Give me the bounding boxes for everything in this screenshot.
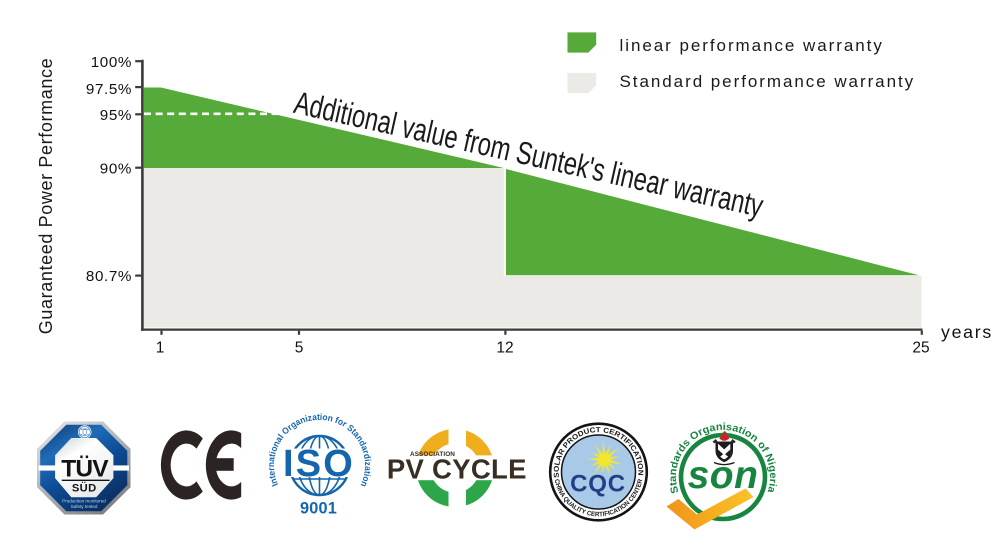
svg-text:9001: 9001 [300, 499, 337, 517]
svg-text:PV CYCLE: PV CYCLE [387, 453, 527, 484]
svg-text:95%: 95% [100, 107, 132, 124]
svg-text:80.7%: 80.7% [86, 268, 132, 285]
svg-text:years: years [941, 322, 993, 342]
svg-text:ISO: ISO [283, 443, 355, 485]
svg-text:Production monitored: Production monitored [62, 498, 106, 503]
svg-text:Standard performance warranty: Standard performance warranty [620, 72, 916, 91]
svg-text:25: 25 [912, 339, 929, 356]
svg-text:5: 5 [295, 339, 304, 356]
svg-text:Safety tested: Safety tested [71, 504, 98, 509]
svg-text:ASSOCIATION: ASSOCIATION [410, 451, 455, 458]
svg-text:CQC: CQC [570, 471, 626, 498]
svg-text:Guaranteed Power Performance: Guaranteed Power Performance [36, 58, 56, 335]
svg-text:TÜV: TÜV [61, 456, 109, 483]
svg-text:12: 12 [496, 339, 513, 356]
svg-text:1: 1 [156, 339, 165, 356]
svg-text:SÜD: SÜD [72, 482, 97, 495]
svg-text:son: son [688, 454, 759, 497]
svg-text:90%: 90% [100, 160, 132, 177]
svg-text:97.5%: 97.5% [86, 81, 132, 98]
svg-text:100%: 100% [91, 54, 132, 71]
svg-text:linear performance warranty: linear performance warranty [620, 36, 884, 55]
